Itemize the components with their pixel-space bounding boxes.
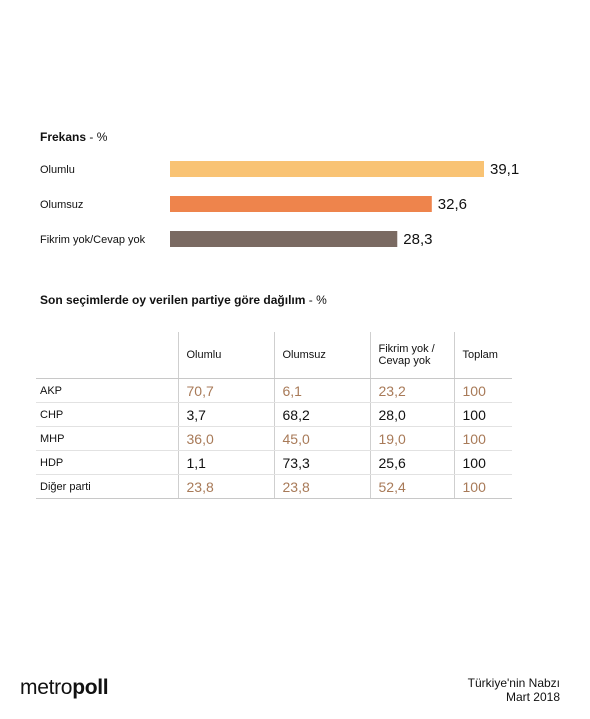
table-row: MHP 36,0 45,0 19,0 100: [36, 426, 512, 451]
bar: [170, 231, 398, 247]
table-header-blank: [36, 332, 178, 379]
distribution-title-unit: - %: [305, 293, 327, 307]
table-cell: 73,3: [273, 450, 370, 475]
bar-value-label: 28,3: [403, 231, 432, 248]
distribution-table: Olumlu Olumsuz Fikrim yok / Cevap yok To…: [36, 332, 512, 499]
table-row: Diğer parti 23,8 23,8 52,4 100: [36, 474, 512, 499]
table-cell: 1,1: [177, 450, 274, 475]
table-cell: 23,8: [273, 474, 370, 499]
footer-line-2: Mart 2018: [505, 690, 560, 704]
table-cell: 52,4: [369, 474, 454, 499]
table-cell: 25,6: [369, 450, 454, 475]
footer-line-1: Türkiye'nin Nabzı: [467, 676, 560, 690]
logo-bold-text: poll: [72, 676, 109, 699]
frequency-bar-chart: Olumlu 39,1 Olumsuz 32,6 Fikrim yok/Cevap yo…: [40, 161, 519, 248]
frequency-chart-title: Frekans - %: [40, 130, 107, 144]
table-cell: 36,0: [177, 426, 274, 451]
row-label: MHP: [36, 426, 178, 451]
table-cell: 100: [453, 378, 512, 403]
distribution-table-title: Son seçimlerde oy verilen partiye göre d…: [40, 293, 327, 307]
frequency-title-unit: - %: [86, 130, 108, 144]
table-header-cell: Toplam: [453, 332, 512, 379]
table-row: HDP 1,1 73,3 25,6 100: [36, 450, 512, 475]
bar: [170, 196, 432, 212]
table-cell: 100: [453, 450, 512, 475]
table-cell: 19,0: [369, 426, 454, 451]
frequency-title-text: Frekans: [40, 130, 87, 144]
table-row: AKP 70,7 6,1 23,2 100: [36, 378, 512, 403]
table-cell: 23,8: [177, 474, 274, 499]
bar-category-label: Olumsuz: [40, 199, 83, 211]
row-label: HDP: [36, 450, 178, 475]
table-row: CHP 3,7 68,2 28,0 100: [36, 402, 512, 427]
table-cell: 68,2: [273, 402, 370, 427]
row-label: AKP: [36, 378, 178, 403]
footer-caption: Türkiye'nin Nabzı Mart 2018: [468, 676, 560, 704]
table-header-cell: Olumsuz: [273, 332, 370, 379]
bar-category-label: Olumlu: [40, 164, 75, 176]
table-cell: 3,7: [177, 402, 274, 427]
bar-category-label: Fikrim yok/Cevap yok: [40, 234, 146, 246]
table-cell: 45,0: [273, 426, 370, 451]
table-header-cell: Fikrim yok / Cevap yok: [369, 332, 454, 379]
table-header-cell: Olumlu: [177, 332, 274, 379]
table-cell: 100: [453, 474, 512, 499]
metropoll-logo: metropoll: [20, 676, 109, 700]
row-label: Diğer parti: [36, 474, 178, 499]
table-cell: 100: [453, 426, 512, 451]
table-cell: 70,7: [177, 378, 274, 403]
distribution-title-text: Son seçimlerde oy verilen partiye göre d…: [40, 293, 306, 307]
table-cell: 23,2: [369, 378, 454, 403]
logo-light-text: metro: [20, 676, 73, 699]
row-label: CHP: [36, 402, 178, 427]
table-cell: 100: [453, 402, 512, 427]
table-header-row: Olumlu Olumsuz Fikrim yok / Cevap yok To…: [36, 332, 512, 379]
table-cell: 6,1: [273, 378, 370, 403]
bar-value-label: 32,6: [438, 196, 467, 213]
bar-value-label: 39,1: [490, 161, 519, 178]
bar: [170, 161, 484, 177]
table-cell: 28,0: [369, 402, 454, 427]
